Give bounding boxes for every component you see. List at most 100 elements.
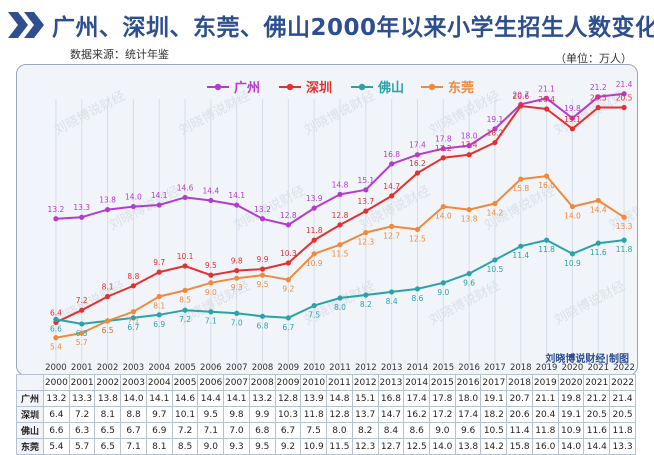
data-point bbox=[311, 303, 317, 309]
table-cell: 13.2 bbox=[43, 390, 70, 407]
data-label: 7.1 bbox=[127, 317, 139, 326]
table-cell: 12.3 bbox=[351, 438, 379, 455]
table-year-cell: 2004 bbox=[145, 374, 173, 391]
data-label: 11.4 bbox=[512, 251, 529, 260]
data-point bbox=[311, 251, 317, 257]
data-point bbox=[285, 222, 291, 228]
data-label: 18.0 bbox=[461, 132, 478, 141]
table-year-cell: 2021 bbox=[583, 374, 611, 391]
data-label: 9.3 bbox=[231, 283, 243, 292]
data-point bbox=[621, 91, 627, 97]
legend-marker bbox=[214, 83, 222, 91]
table-cell: 6.5 bbox=[94, 438, 122, 455]
data-label: 14.6 bbox=[177, 183, 194, 192]
table-cell: 9.5 bbox=[197, 406, 225, 423]
infographic: 广州、深圳、东莞、佛山2000年以来小学生招生人数变化 数据来源：统计年鉴 （单… bbox=[8, 12, 654, 455]
chart-credit: 刘晓博说财经|制图 bbox=[545, 354, 629, 365]
table-year-cell: 2013 bbox=[377, 374, 405, 391]
data-label: 8.1 bbox=[153, 302, 165, 311]
data-point bbox=[285, 315, 291, 321]
table-year-cell: 2005 bbox=[171, 374, 199, 391]
table-cell: 6.9 bbox=[145, 422, 173, 439]
data-label: 17.4 bbox=[409, 141, 426, 150]
data-label: 6.5 bbox=[102, 326, 114, 335]
x-tick-label: 2016 bbox=[458, 363, 480, 373]
table-cell: 14.2 bbox=[480, 438, 508, 455]
table-cell: 17.4 bbox=[454, 406, 482, 423]
data-label: 21.4 bbox=[616, 80, 633, 89]
table-cell: 19.1 bbox=[480, 390, 508, 407]
data-label: 20.6 bbox=[512, 92, 529, 101]
table-cell: 13.3 bbox=[68, 390, 96, 407]
legend-marker bbox=[286, 83, 294, 91]
data-point bbox=[104, 293, 111, 300]
table-cell: 17.8 bbox=[429, 390, 456, 407]
table-cell: 11.5 bbox=[326, 438, 353, 455]
table-cell: 7.2 bbox=[171, 422, 199, 439]
data-point bbox=[595, 94, 601, 100]
table-cell: 13.2 bbox=[248, 390, 276, 407]
data-point bbox=[182, 263, 188, 269]
table-cell: 14.4 bbox=[583, 438, 611, 455]
data-point bbox=[259, 216, 266, 222]
table-cell: 14.6 bbox=[171, 390, 199, 407]
x-tick-label: 2017 bbox=[484, 363, 506, 373]
data-point bbox=[182, 307, 188, 313]
table-cell: 12.8 bbox=[326, 406, 353, 423]
x-tick-label: 2002 bbox=[97, 363, 119, 373]
table-row: 佛山 6.6 6.3 6.5 6.7 6.9 7.2 7.1 7.0 6.8 6.7 7.5 8.0 8.… bbox=[16, 422, 636, 439]
table-cell: 9.0 bbox=[429, 422, 456, 439]
data-label: 9.9 bbox=[257, 255, 269, 264]
x-tick-label: 2013 bbox=[381, 363, 403, 373]
data-point bbox=[544, 95, 550, 101]
data-point bbox=[311, 237, 317, 243]
data-point bbox=[234, 275, 240, 281]
data-label: 20.5 bbox=[590, 93, 607, 102]
data-point bbox=[595, 240, 601, 246]
legend-label: 东莞 bbox=[448, 80, 474, 96]
table-cell: 11.8 bbox=[609, 422, 636, 439]
x-tick-label: 2011 bbox=[329, 363, 351, 373]
data-label: 18.2 bbox=[487, 129, 504, 138]
data-label: 20.7 bbox=[512, 90, 529, 99]
x-tick-label: 2020 bbox=[562, 363, 584, 373]
data-point bbox=[389, 223, 395, 229]
data-point bbox=[466, 152, 472, 158]
table-cell: 7.0 bbox=[223, 422, 250, 439]
table-cell: 11.8 bbox=[300, 406, 328, 423]
data-point bbox=[518, 243, 524, 249]
data-label: 13.3 bbox=[616, 222, 633, 231]
watermark-text: 刘晓博说财经 bbox=[52, 89, 128, 139]
data-label: 14.4 bbox=[203, 186, 220, 195]
table-cell: 14.7 bbox=[377, 406, 405, 423]
table-cell: 20.6 bbox=[506, 406, 533, 423]
data-label: 15.1 bbox=[357, 176, 374, 185]
data-point bbox=[389, 193, 395, 199]
table-cell: 6.8 bbox=[248, 422, 276, 439]
table-row: 广州 13.2 13.3 13.8 14.0 14.1 14.6 14.4 14.1 13.2 12… bbox=[16, 390, 636, 407]
data-label: 12.3 bbox=[357, 237, 374, 246]
data-point bbox=[156, 269, 162, 275]
table-cell: 15.1 bbox=[351, 390, 379, 407]
data-label: 7.2 bbox=[179, 315, 191, 324]
table-cell: 14.0 bbox=[120, 390, 147, 407]
table-cell: 18.0 bbox=[454, 390, 482, 407]
data-table: 2000 2001 2002 2003 2004 2005 2006 2007 2008 2009… bbox=[16, 374, 636, 455]
table-cell: 14.4 bbox=[197, 390, 225, 407]
table-cell: 13.8 bbox=[454, 438, 482, 455]
table-cell: 10.5 bbox=[480, 422, 508, 439]
table-cell: 8.1 bbox=[145, 438, 173, 455]
table-row: 东莞 5.4 5.7 6.5 7.1 8.1 8.5 9.0 9.3 9.5 9.2 10.9 11.5… bbox=[16, 438, 636, 455]
x-tick-label: 2018 bbox=[510, 363, 532, 373]
table-year-cell: 2020 bbox=[557, 374, 585, 391]
data-point bbox=[569, 126, 576, 132]
data-point bbox=[569, 203, 576, 210]
table-row-header: 东莞 bbox=[16, 438, 44, 455]
data-point bbox=[79, 321, 85, 327]
data-label: 14.4 bbox=[590, 205, 607, 214]
data-label: 8.8 bbox=[127, 272, 139, 281]
data-label: 10.1 bbox=[177, 252, 194, 261]
table-cell: 5.4 bbox=[43, 438, 70, 455]
table-cell: 11.6 bbox=[583, 422, 611, 439]
data-point bbox=[544, 106, 550, 112]
